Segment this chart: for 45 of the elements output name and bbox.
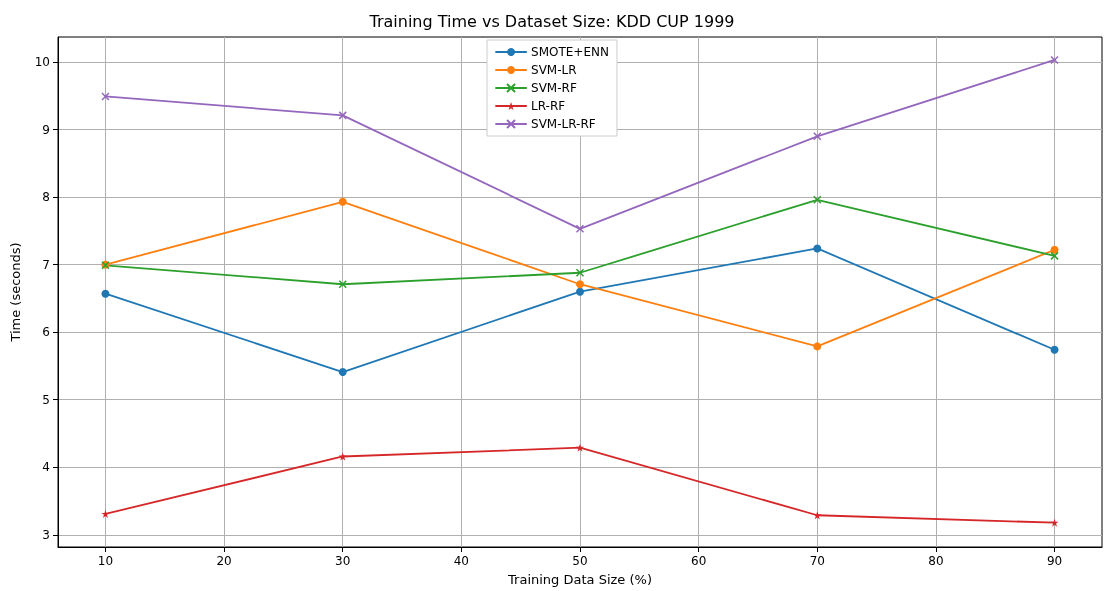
legend-label: SVM-RF xyxy=(531,81,577,95)
point xyxy=(575,268,585,277)
legend-label: SVM-LR xyxy=(531,63,577,77)
point xyxy=(813,132,822,141)
point xyxy=(1050,55,1059,65)
y-tick-label: 10 xyxy=(34,54,50,69)
point xyxy=(1050,345,1059,354)
x-tick-label: 80 xyxy=(928,554,944,568)
point xyxy=(576,287,584,296)
x-axis-title: Training Data Size (%) xyxy=(507,572,652,587)
point xyxy=(813,195,822,205)
y-tick-label: 7 xyxy=(42,257,50,272)
y-tick-label: 3 xyxy=(42,527,50,542)
point xyxy=(101,92,110,101)
point xyxy=(813,511,822,520)
point xyxy=(576,443,584,452)
y-tick-label: 5 xyxy=(42,392,50,407)
point xyxy=(338,197,347,206)
x-tick-label: 60 xyxy=(691,554,707,568)
point xyxy=(1050,251,1059,261)
legend-label: LR-RF xyxy=(531,99,566,113)
y-axis-title: Time (seconds) xyxy=(8,242,23,343)
legend-label: SVM-LR-RF xyxy=(531,117,596,131)
x-tick-label: 40 xyxy=(453,554,469,568)
chart-title: Training Time vs Dataset Size: KDD CUP 1999 xyxy=(368,11,735,31)
point xyxy=(575,224,585,234)
point xyxy=(338,279,347,289)
x-tick-label: 20 xyxy=(216,554,232,568)
point xyxy=(576,280,584,289)
point xyxy=(101,289,110,298)
point xyxy=(338,368,347,377)
y-tick-label: 4 xyxy=(42,460,50,475)
point xyxy=(813,342,822,351)
y-tick-label: 6 xyxy=(42,325,50,340)
x-tick-label: 90 xyxy=(1046,554,1063,568)
x-tick-label: 30 xyxy=(335,554,351,568)
legend-label: SMOTE+ENN xyxy=(531,45,609,59)
point xyxy=(1050,245,1059,254)
point xyxy=(813,244,822,253)
y-tick-label: 9 xyxy=(42,122,50,137)
x-tick-label: 50 xyxy=(572,554,588,568)
y-tick-label: 8 xyxy=(42,190,50,205)
point xyxy=(338,111,347,120)
x-tick-label: 10 xyxy=(97,554,114,568)
x-tick-label: 70 xyxy=(809,554,825,568)
